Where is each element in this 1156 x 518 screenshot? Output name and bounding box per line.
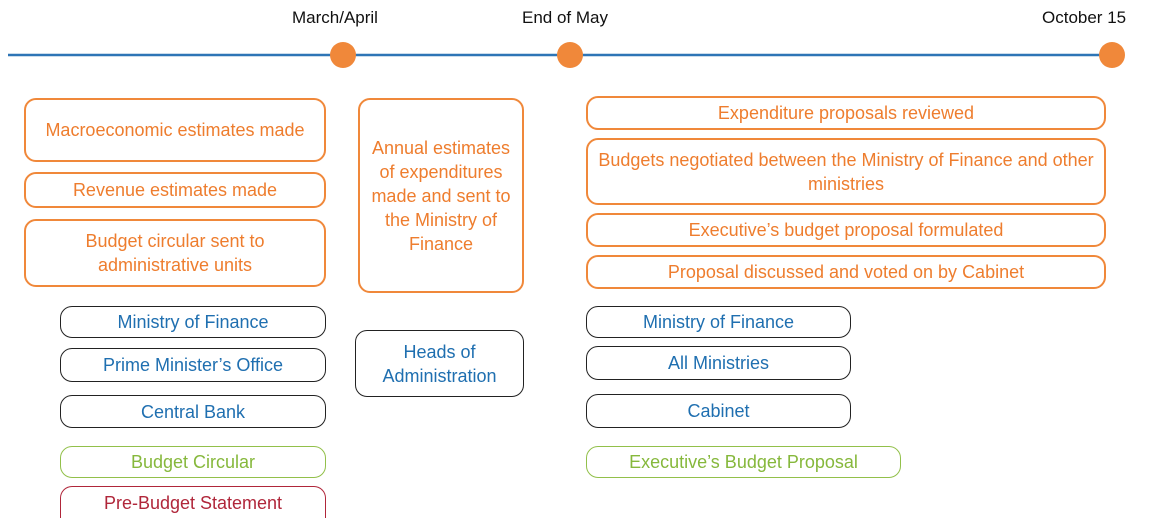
activity-box: Executive’s budget proposal formulated (586, 213, 1106, 247)
actor-box: Cabinet (586, 394, 851, 428)
activity-box: Budgets negotiated between the Ministry … (586, 138, 1106, 205)
activity-box: Macroeconomic estimates made (24, 98, 326, 162)
document-box: Budget Circular (60, 446, 326, 478)
milestone-dot (1099, 42, 1125, 68)
actor-box: All Ministries (586, 346, 851, 380)
actor-box: Prime Minister’s Office (60, 348, 326, 382)
activity-box: Proposal discussed and voted on by Cabin… (586, 255, 1106, 289)
document-box: Executive’s Budget Proposal (586, 446, 901, 478)
activity-box: Expenditure proposals reviewed (586, 96, 1106, 130)
document-box: Pre-Budget Statement (60, 486, 326, 518)
activity-box: Budget circular sent to administrative u… (24, 219, 326, 287)
milestone-label: End of May (522, 8, 608, 27)
actor-box: Ministry of Finance (60, 306, 326, 338)
milestone-dot (330, 42, 356, 68)
actor-box: Central Bank (60, 395, 326, 428)
actor-box: Ministry of Finance (586, 306, 851, 338)
timeline (8, 42, 1125, 68)
milestone-dot (557, 42, 583, 68)
activity-box: Annual estimates of expenditures made an… (358, 98, 524, 293)
milestone-label: March/April (292, 8, 378, 27)
actor-box: Heads of Administration (355, 330, 524, 397)
activity-box: Revenue estimates made (24, 172, 326, 208)
milestone-label: October 15 (1042, 8, 1127, 27)
